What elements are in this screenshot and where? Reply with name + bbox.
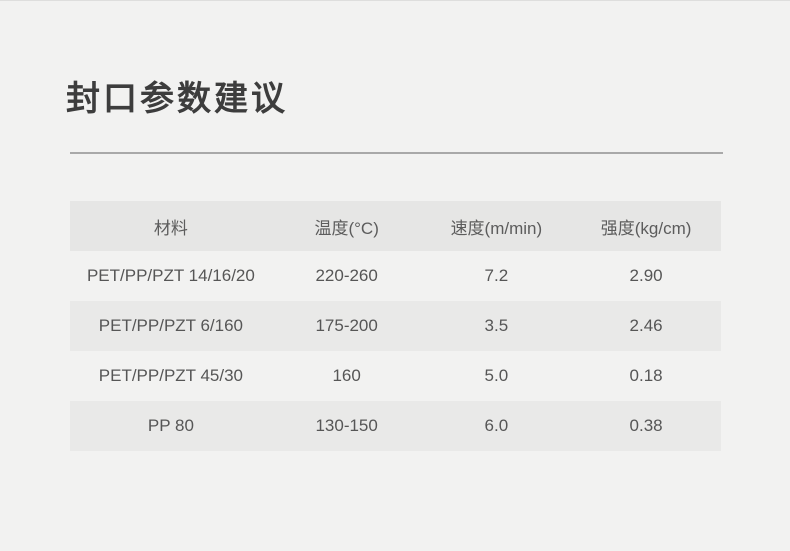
table-row: PET/PP/PZT 45/30 160 5.0 0.18: [70, 351, 721, 401]
sealing-parameters-table: 材料 温度(°C) 速度(m/min) 强度(kg/cm) PET/PP/PZT…: [70, 201, 721, 451]
table-row: PP 80 130-150 6.0 0.38: [70, 401, 721, 451]
cell-speed: 3.5: [484, 316, 509, 335]
page-title: 封口参数建议: [66, 80, 288, 118]
cell-strength: 0.38: [629, 416, 663, 435]
column-header-material: 材料: [153, 218, 188, 238]
table-row: PET/PP/PZT 6/160 175-200 3.5 2.46: [70, 301, 721, 351]
cell-temperature: 175-200: [315, 316, 378, 335]
cell-strength: 0.18: [629, 366, 663, 385]
cell-material: PET/PP/PZT 6/160: [98, 316, 244, 335]
cell-strength: 2.90: [629, 266, 663, 285]
cell-material: PET/PP/PZT 14/16/20: [86, 266, 255, 285]
table-header-row: 材料 温度(°C) 速度(m/min) 强度(kg/cm): [70, 201, 721, 251]
column-header-strength: 强度(kg/cm): [600, 218, 692, 238]
cell-temperature: 130-150: [315, 416, 378, 435]
cell-speed: 6.0: [484, 416, 509, 435]
cell-temperature: 160: [332, 366, 361, 385]
cell-speed: 7.2: [484, 266, 509, 285]
cell-temperature: 220-260: [315, 266, 378, 285]
title-divider: [70, 152, 723, 154]
column-header-temperature: 温度(°C): [314, 218, 379, 238]
cell-speed: 5.0: [484, 366, 509, 385]
cell-material: PET/PP/PZT 45/30: [98, 366, 244, 385]
cell-strength: 2.46: [629, 316, 663, 335]
cell-material: PP 80: [147, 416, 194, 435]
table-row: PET/PP/PZT 14/16/20 220-260 7.2 2.90: [70, 251, 721, 301]
column-header-speed: 速度(m/min): [450, 218, 543, 238]
